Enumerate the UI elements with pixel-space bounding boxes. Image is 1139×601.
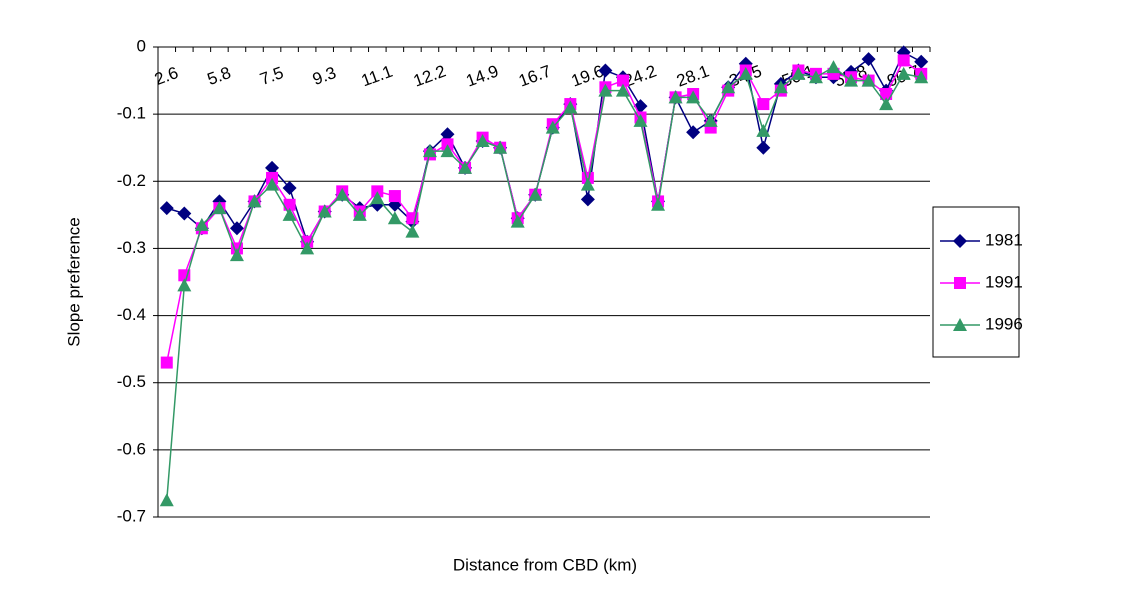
data-point: [563, 100, 578, 114]
x-tick-label: 14.9: [463, 61, 501, 90]
y-tick-label: -0.1: [117, 104, 146, 123]
data-point: [388, 190, 401, 203]
data-point: [808, 70, 823, 84]
x-tick-label: 5.8: [205, 63, 234, 89]
y-tick-label: -0.4: [117, 305, 146, 324]
data-point: [177, 278, 192, 292]
data-point: [773, 80, 788, 94]
data-point: [265, 177, 280, 191]
x-tick-label: 2.6: [152, 63, 181, 89]
data-point: [458, 160, 473, 174]
x-tick-label: 12.2: [411, 61, 449, 90]
data-point: [159, 493, 174, 507]
data-point: [247, 194, 262, 208]
data-point: [422, 144, 437, 158]
data-point: [896, 66, 911, 80]
x-tick-label: 9.3: [310, 63, 339, 89]
data-point: [300, 241, 315, 255]
data-point: [914, 70, 929, 84]
data-point: [757, 98, 770, 111]
data-point: [475, 134, 490, 147]
legend-box: [932, 206, 1020, 358]
data-point: [229, 221, 244, 236]
data-point: [160, 356, 173, 369]
x-tick-label: 28.1: [674, 61, 712, 90]
data-point: [738, 66, 753, 80]
data-point: [178, 269, 191, 282]
data-point: [283, 198, 296, 211]
x-axis-title: Distance from CBD (km): [453, 555, 637, 574]
data-point: [317, 204, 332, 218]
data-point: [686, 125, 701, 140]
y-axis-title: Slope preference: [64, 217, 83, 346]
data-point: [177, 206, 192, 221]
data-point: [844, 73, 859, 87]
data-point: [791, 66, 806, 80]
y-tick-label: -0.7: [117, 506, 146, 525]
data-point: [580, 192, 595, 207]
data-point: [633, 113, 648, 127]
data-point: [651, 197, 666, 211]
data-point: [335, 187, 350, 201]
legend-label: 1991: [985, 272, 1023, 291]
data-point: [756, 140, 771, 155]
y-tick-label: 0: [137, 36, 146, 55]
data-point: [528, 187, 543, 201]
data-point: [194, 217, 209, 231]
data-point: [826, 60, 841, 74]
data-point: [598, 83, 613, 97]
series-line: [166, 59, 922, 363]
legend-marker: [953, 318, 967, 331]
data-point: [159, 201, 174, 216]
data-point: [598, 63, 613, 78]
x-tick-label: 16.7: [516, 61, 554, 90]
data-point: [879, 97, 894, 111]
data-point: [861, 52, 876, 67]
legend-marker: [954, 277, 966, 289]
y-tick-label: -0.5: [117, 372, 146, 391]
legend-label: 1981: [985, 230, 1023, 249]
data-point: [352, 207, 367, 221]
data-point: [580, 177, 595, 191]
data-point: [493, 140, 508, 154]
data-point: [880, 88, 893, 100]
data-point: [914, 54, 929, 69]
data-point: [370, 191, 385, 205]
data-point: [686, 90, 701, 104]
data-point: [282, 207, 297, 221]
legend-marker: [953, 234, 967, 248]
data-point: [616, 74, 629, 87]
data-point: [229, 248, 244, 262]
data-point: [440, 127, 455, 142]
data-point: [861, 73, 876, 87]
data-point: [387, 211, 402, 225]
data-point: [545, 120, 560, 134]
data-point: [212, 201, 227, 215]
data-point: [897, 54, 910, 67]
x-tick-label: 7.5: [257, 63, 286, 89]
data-point: [440, 144, 455, 158]
y-tick-label: -0.3: [117, 238, 146, 257]
series-line: [166, 66, 922, 501]
data-point: [282, 181, 297, 195]
x-tick-label: 11.1: [359, 62, 395, 91]
data-point: [615, 83, 630, 97]
data-point: [703, 113, 718, 127]
data-point: [668, 90, 683, 104]
data-point: [405, 224, 420, 238]
data-point: [510, 214, 525, 228]
data-point: [265, 160, 280, 175]
data-point: [721, 80, 736, 94]
legend-label: 1996: [985, 314, 1023, 333]
y-tick-label: -0.2: [117, 171, 146, 190]
data-point: [756, 123, 771, 137]
y-tick-label: -0.6: [117, 439, 146, 458]
